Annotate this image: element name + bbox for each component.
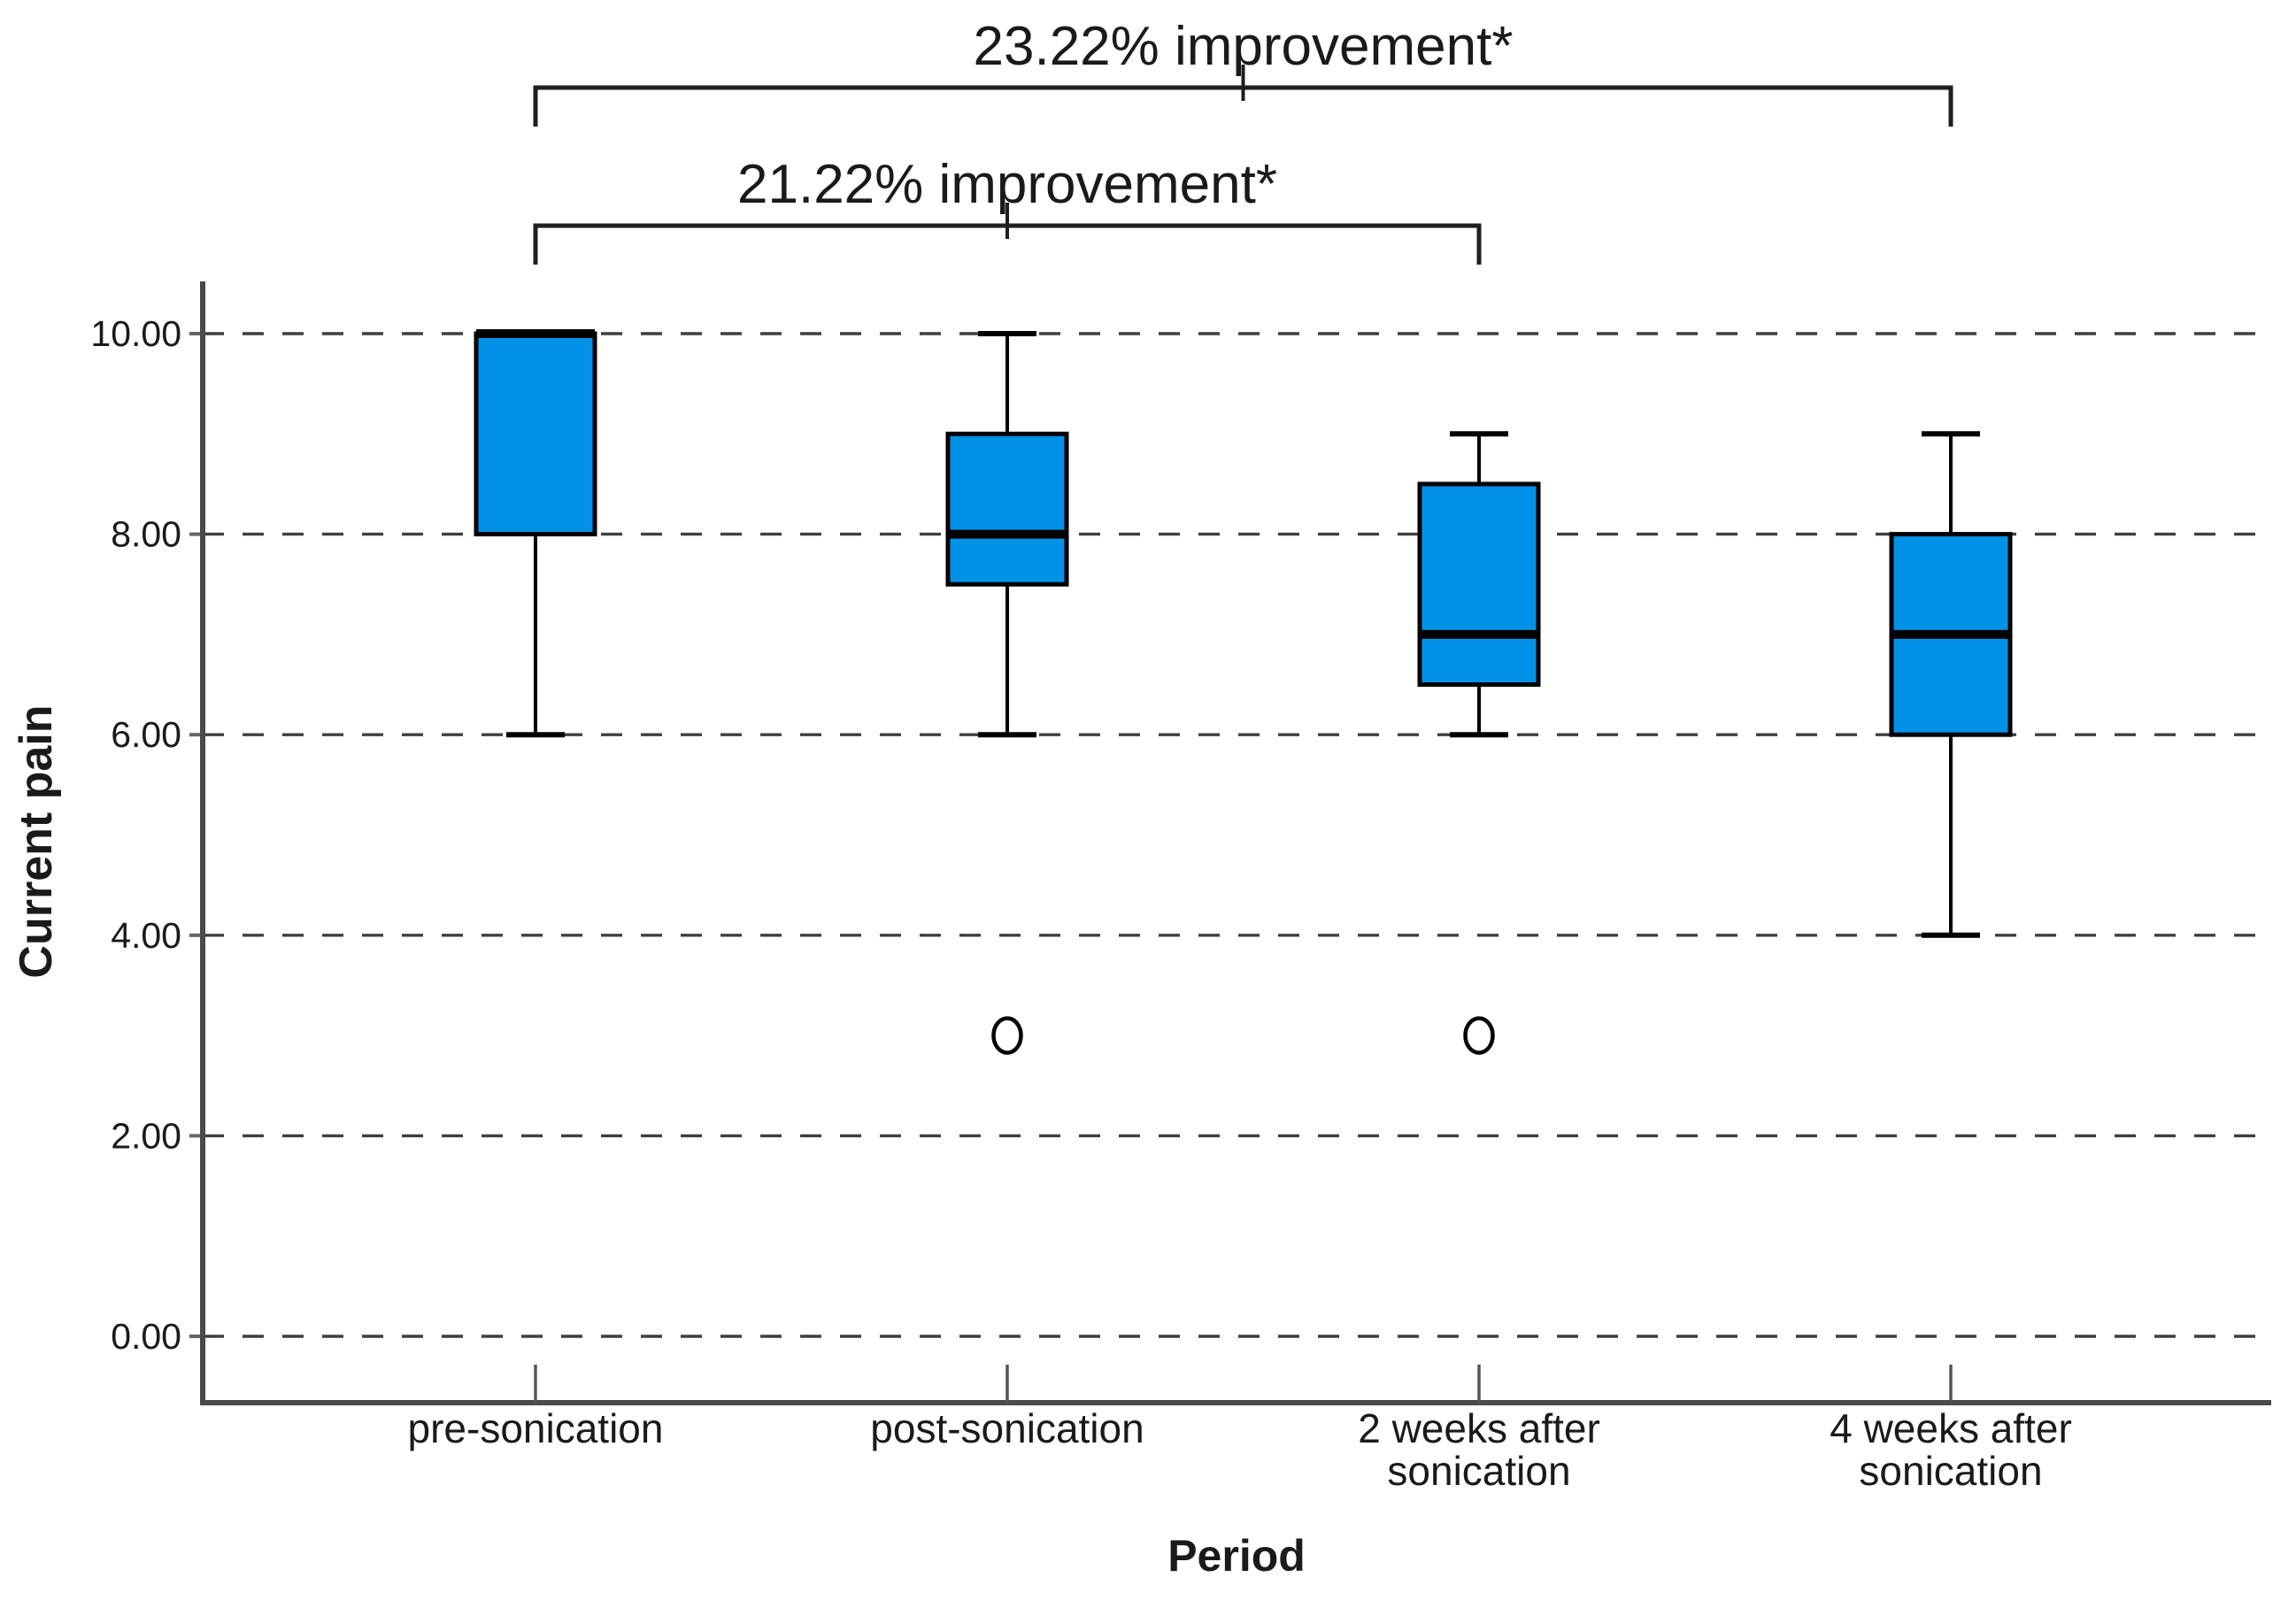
y-tick-label: 0.00 (111, 1316, 181, 1357)
y-tick-label: 8.00 (111, 514, 181, 555)
y-tick-label: 2.00 (111, 1115, 181, 1156)
x-category-label: post-sonication (870, 1405, 1144, 1451)
improvement-annotation: 21.22% improvement* (737, 154, 1277, 215)
y-tick-label: 10.00 (90, 313, 181, 354)
y-tick-label: 4.00 (111, 915, 181, 956)
outlier-point (991, 1016, 1023, 1055)
box (1417, 481, 1541, 688)
x-category-label: sonication (1387, 1448, 1570, 1494)
improvement-annotation: 23.22% improvement* (974, 16, 1514, 77)
box (945, 431, 1069, 587)
y-tick-label: 6.00 (111, 714, 181, 755)
y-axis-title: Current pain (11, 704, 62, 978)
x-category-label: pre-sonication (408, 1405, 664, 1451)
x-axis-title: Period (1167, 1531, 1306, 1581)
x-category-label: 4 weeks after (1830, 1405, 2072, 1451)
box (474, 331, 597, 537)
outlier-point (1463, 1016, 1495, 1055)
x-category-label: sonication (1859, 1448, 2042, 1494)
x-category-label: 2 weeks after (1358, 1405, 1600, 1451)
